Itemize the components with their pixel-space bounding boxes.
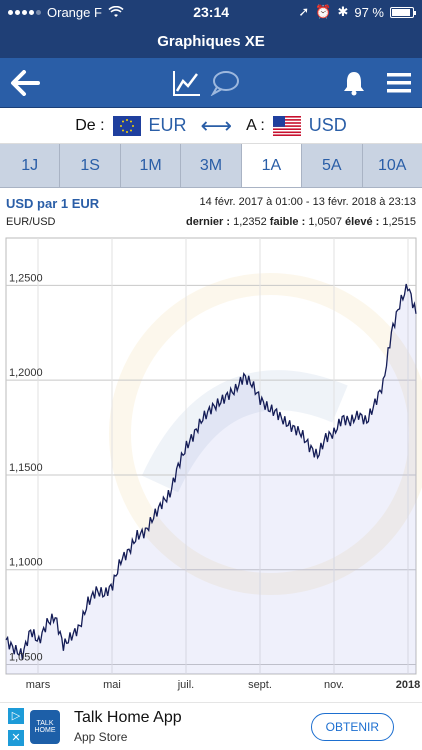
app-title: Graphiques XE	[0, 24, 422, 58]
status-bar: Orange F 23:14 ➚ ⏰ ✱ 97 %	[0, 0, 422, 24]
signal-icon	[8, 9, 41, 15]
y-tick-label: 1,0500	[9, 652, 43, 664]
tab-10a[interactable]: 10A	[378, 156, 407, 174]
location-icon: ➚	[298, 4, 310, 19]
x-tick-label: nov.	[324, 679, 344, 691]
tab-1a[interactable]: 1A	[241, 144, 303, 187]
from-label: De :	[75, 116, 105, 134]
chart-icon[interactable]	[172, 69, 202, 97]
from-currency-code[interactable]: EUR	[148, 115, 187, 135]
alarm-icon: ⏰	[315, 4, 332, 19]
to-label: A :	[246, 116, 265, 134]
to-currency-code[interactable]: USD	[308, 115, 347, 135]
series-line	[5, 283, 417, 660]
battery-icon	[390, 6, 416, 18]
close-ad-icon[interactable]: ✕	[8, 729, 24, 746]
last-label: dernier :	[186, 216, 231, 228]
date-range: 14 févr. 2017 à 01:00 - 13 févr. 2018 à …	[199, 196, 417, 208]
high-value: 1,2515	[382, 216, 416, 228]
tab-3m[interactable]: 3M	[181, 144, 242, 187]
talk-home-logo: TALK HOME	[30, 709, 60, 744]
last-value: 1,2352	[233, 216, 267, 228]
us-flag-icon[interactable]	[272, 115, 301, 136]
chart-frame	[5, 237, 417, 675]
currency-selector: De : EUR ⟷ A : USD	[0, 108, 422, 144]
high-label: élevé :	[345, 216, 380, 228]
carrier-label: Orange F	[47, 4, 102, 20]
series-area	[6, 284, 416, 674]
period-tabs: 1J 1S 1M 3M 1A 5A 10A	[0, 144, 422, 188]
y-tick-label: 1,1500	[9, 462, 43, 474]
battery-label: 97 %	[354, 4, 384, 20]
ad-choices-icon[interactable]: ▷	[8, 707, 24, 724]
x-tick-label: juil.	[177, 679, 195, 691]
chart-stats: dernier : 1,2352 faible : 1,0507 élevé :…	[186, 216, 416, 228]
x-tick-label: mars	[26, 679, 51, 691]
chart-header: USD par 1 EUR 14 févr. 2017 à 01:00 - 13…	[0, 188, 422, 234]
tab-1m[interactable]: 1M	[121, 144, 182, 187]
currency-pair: EUR/USD	[6, 216, 56, 228]
ad-banner[interactable]: ▷ ✕ TALK HOME Talk Home App App Store OB…	[0, 702, 422, 750]
ad-app-name: Talk Home App	[74, 709, 182, 726]
tab-1s[interactable]: 1S	[60, 144, 121, 187]
tab-1j[interactable]: 1J	[0, 144, 61, 187]
tab-5a[interactable]: 5A	[302, 144, 363, 187]
x-tick-label: sept.	[248, 679, 272, 691]
low-label: faible :	[269, 216, 306, 228]
chat-bubble-icon[interactable]	[210, 70, 240, 96]
x-tick-label: 2018	[396, 679, 420, 691]
bell-icon[interactable]	[342, 70, 366, 96]
menu-icon[interactable]	[386, 71, 412, 95]
bluetooth-icon: ✱	[337, 4, 349, 19]
low-value: 1,0507	[308, 216, 342, 228]
swap-icon[interactable]: ⟷	[200, 112, 233, 138]
y-tick-label: 1,1000	[9, 557, 43, 569]
eu-flag-icon[interactable]	[112, 115, 141, 136]
y-tick-label: 1,2000	[9, 367, 43, 379]
x-tick-label: mai	[103, 679, 121, 691]
back-arrow-icon[interactable]	[10, 69, 40, 96]
y-tick-label: 1,2500	[9, 272, 43, 284]
chart-title: USD par 1 EUR	[6, 196, 100, 211]
rate-chart[interactable]: 1,0500 1,1000 1,1500 1,2000 1,2500 mars mai ju…	[0, 234, 422, 704]
toolbar	[0, 58, 422, 108]
wifi-icon	[108, 6, 124, 17]
ad-store-label: App Store	[74, 730, 128, 744]
clock: 23:14	[193, 4, 230, 20]
watermark-logo	[109, 273, 422, 595]
get-app-button[interactable]: OBTENIR	[310, 712, 394, 741]
